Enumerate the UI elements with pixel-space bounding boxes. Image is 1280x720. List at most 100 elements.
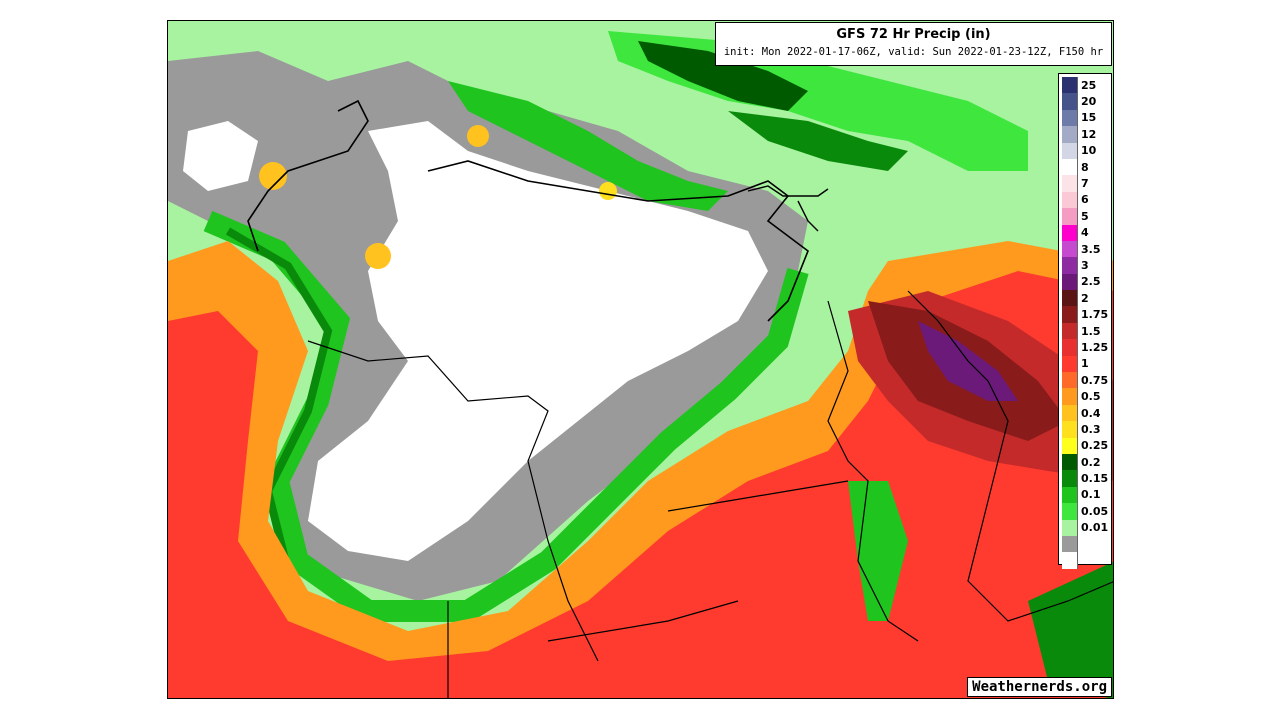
legend-row xyxy=(1062,552,1109,569)
dark-green-east xyxy=(728,111,908,171)
legend-label: 0.01 xyxy=(1081,521,1109,535)
legend-label: 0.1 xyxy=(1081,488,1101,502)
dark-green-fringe xyxy=(225,227,333,572)
legend-label: 0.15 xyxy=(1081,472,1109,486)
legend-row: 12 xyxy=(1062,126,1109,143)
legend-swatch xyxy=(1062,503,1078,520)
dark-green-north xyxy=(638,41,808,111)
legend-row: 0.3 xyxy=(1062,421,1109,438)
legend-label: 2.5 xyxy=(1081,275,1101,289)
legend-label: 7 xyxy=(1081,177,1089,191)
legend-swatch xyxy=(1062,552,1078,569)
legend-label: 15 xyxy=(1081,111,1097,125)
map-canvas xyxy=(168,21,1113,698)
precip-map: GFS 72 Hr Precip (in) init: Mon 2022-01-… xyxy=(167,20,1114,699)
legend-label: 25 xyxy=(1081,78,1097,92)
legend-row: 4 xyxy=(1062,224,1109,241)
legend-label: 5 xyxy=(1081,209,1089,223)
legend-row: 0.4 xyxy=(1062,404,1109,422)
legend-row xyxy=(1062,535,1109,553)
green-band-caribbean xyxy=(448,81,728,211)
legend-row: 3 xyxy=(1062,257,1109,274)
legend-row: 2 xyxy=(1062,290,1109,307)
green-inland xyxy=(848,481,908,621)
legend-swatch xyxy=(1062,208,1078,225)
legend-label: 1.5 xyxy=(1081,324,1101,338)
legend-swatch xyxy=(1062,486,1078,504)
legend-row: 0.05 xyxy=(1062,503,1109,520)
legend-row: 6 xyxy=(1062,191,1109,209)
legend-swatch xyxy=(1062,453,1078,471)
legend-label: 3 xyxy=(1081,258,1089,272)
legend-swatch xyxy=(1062,470,1078,487)
legend-label: 0.25 xyxy=(1081,439,1109,453)
legend-swatch xyxy=(1062,175,1078,192)
legend-label: 1.25 xyxy=(1081,340,1109,354)
legend-label: 20 xyxy=(1081,95,1097,109)
coastline-northeast xyxy=(747,185,829,232)
legend-swatch xyxy=(1062,109,1078,127)
legend-label: 10 xyxy=(1081,144,1097,158)
coastline xyxy=(247,99,809,322)
legend-row: 0.25 xyxy=(1062,437,1109,454)
legend-swatch xyxy=(1062,240,1078,258)
legend-label: 0.75 xyxy=(1081,373,1109,387)
yellow-spot xyxy=(467,125,489,147)
legend-label: 3.5 xyxy=(1081,242,1101,256)
legend-row: 0.01 xyxy=(1062,519,1109,536)
legend-label: 2 xyxy=(1081,291,1089,305)
legend-row: 1.5 xyxy=(1062,322,1109,340)
legend-swatch xyxy=(1062,535,1078,553)
legend-swatch xyxy=(1062,191,1078,209)
legend-row: 7 xyxy=(1062,175,1109,192)
legend-swatch xyxy=(1062,257,1078,274)
legend-label: 0.5 xyxy=(1081,390,1101,404)
legend-swatch xyxy=(1062,421,1078,438)
legend-swatch xyxy=(1062,339,1078,356)
legend-swatch xyxy=(1062,158,1078,176)
credit-label: Weathernerds.org xyxy=(967,677,1112,697)
legend-row: 2.5 xyxy=(1062,273,1109,291)
legend-swatch xyxy=(1062,126,1078,143)
legend-row: 10 xyxy=(1062,142,1109,159)
legend-swatch xyxy=(1062,93,1078,110)
legend-swatch xyxy=(1062,77,1078,94)
legend-swatch xyxy=(1062,372,1078,389)
legend-row: 3.5 xyxy=(1062,240,1109,258)
legend-label: 8 xyxy=(1081,160,1089,174)
legend-label: 0.4 xyxy=(1081,406,1101,420)
green-southeast xyxy=(1028,561,1113,698)
legend-row: 1.75 xyxy=(1062,306,1109,323)
legend-label: 12 xyxy=(1081,127,1097,141)
yellow-spot xyxy=(259,162,287,190)
legend-swatch xyxy=(1062,437,1078,454)
map-subtitle: init: Mon 2022-01-17-06Z, valid: Sun 202… xyxy=(723,46,1104,58)
yellow-spot xyxy=(599,182,617,200)
map-title-box: GFS 72 Hr Precip (in) init: Mon 2022-01-… xyxy=(715,22,1112,66)
legend-row: 20 xyxy=(1062,93,1109,110)
legend-swatch xyxy=(1062,224,1078,241)
legend-row: 25 xyxy=(1062,77,1109,94)
precip-legend: 25 20 15 12 10 8 7 6 5 4 3.5 3 2.5 2 1.75 1.5 1.25 1 0.75 0… xyxy=(1058,73,1112,569)
legend-label: 4 xyxy=(1081,226,1089,240)
legend-swatch xyxy=(1062,290,1078,307)
legend-swatch xyxy=(1062,388,1078,405)
green-fringe-west xyxy=(203,210,809,622)
legend-label: 0.2 xyxy=(1081,455,1101,469)
legend-swatch xyxy=(1062,355,1078,373)
legend-swatch xyxy=(1062,404,1078,422)
border xyxy=(307,290,1113,698)
legend-row: 15 xyxy=(1062,109,1109,127)
legend-label: 1 xyxy=(1081,357,1089,371)
legend-label: 6 xyxy=(1081,193,1089,207)
legend-swatch xyxy=(1062,273,1078,291)
legend-row: 5 xyxy=(1062,208,1109,225)
legend-row: 8 xyxy=(1062,158,1109,176)
legend-label: 0.05 xyxy=(1081,504,1109,518)
legend-swatch xyxy=(1062,142,1078,159)
legend-row: 0.15 xyxy=(1062,470,1109,487)
map-title: GFS 72 Hr Precip (in) xyxy=(836,27,991,42)
legend-row: 1 xyxy=(1062,355,1109,373)
legend-swatch xyxy=(1062,306,1078,323)
legend-swatch xyxy=(1062,519,1078,536)
